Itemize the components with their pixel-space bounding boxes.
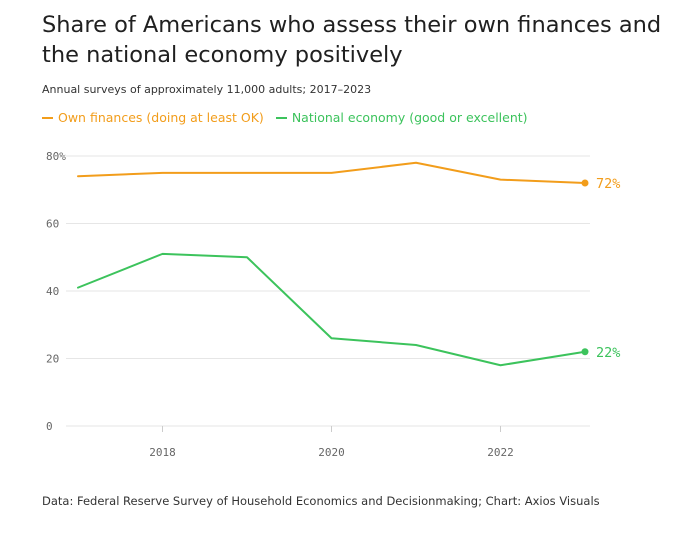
x-tick-label-2020: 2020 — [318, 446, 345, 459]
legend-label-national-economy: National economy (good or excellent) — [291, 110, 528, 125]
x-tick-label-2022: 2022 — [487, 446, 514, 459]
line-chart: 0 20 40 60 80% 2018 2020 2022 72% 22% — [46, 150, 620, 459]
series-end-label-1: 22% — [596, 345, 620, 361]
series-end-point-1 — [581, 348, 589, 356]
y-tick-label-60: 60 — [46, 218, 59, 231]
legend: Own finances (doing at least OK) Nationa… — [42, 110, 528, 125]
legend-swatch-own-finances — [42, 116, 53, 119]
chart-title: Share of Americans who assess their own … — [42, 12, 662, 68]
legend-item-national-economy: National economy (good or excellent) — [275, 110, 528, 125]
series-end-label-0: 72% — [596, 176, 620, 192]
y-tick-label-20: 20 — [46, 353, 59, 366]
series-line-0 — [77, 161, 586, 184]
y-tick-label-40: 40 — [46, 285, 59, 298]
legend-label-own-finances: Own finances (doing at least OK) — [58, 110, 264, 125]
source-note: Data: Federal Reserve Survey of Househol… — [42, 494, 600, 508]
legend-swatch-national-economy — [275, 116, 287, 119]
y-tick-label-80: 80% — [46, 150, 66, 163]
series-end-point-0 — [581, 179, 589, 187]
x-tick-label-2018: 2018 — [149, 446, 176, 459]
chart-subtitle: Annual surveys of approximately 11,000 a… — [42, 83, 372, 96]
y-tick-label-0: 0 — [46, 420, 53, 433]
legend-item-own-finances: Own finances (doing at least OK) — [42, 110, 264, 125]
series-line-1 — [77, 252, 586, 367]
